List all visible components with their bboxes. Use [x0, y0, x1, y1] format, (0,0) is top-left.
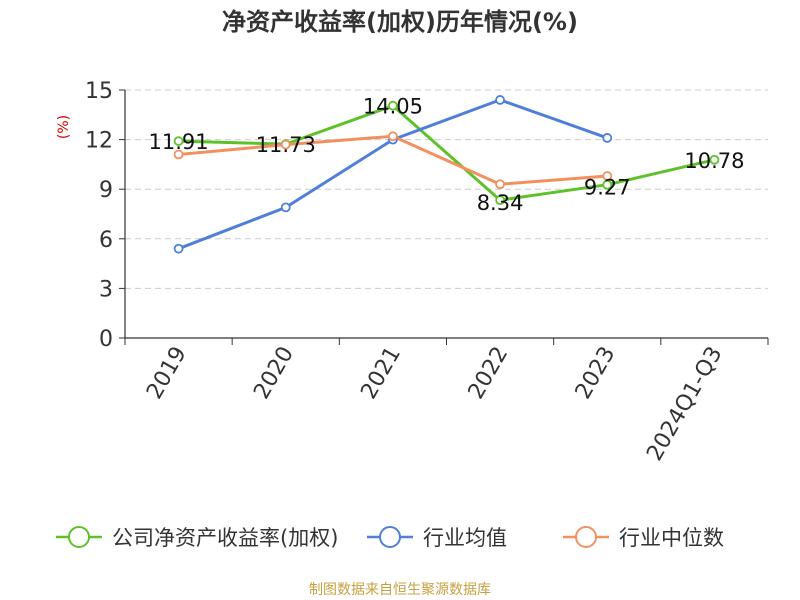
grid-lines	[125, 89, 768, 289]
y-tick-label: 15	[85, 79, 113, 104]
data-point	[388, 100, 398, 111]
series-points	[173, 95, 720, 254]
data-label: 11.73	[256, 133, 316, 157]
source-note: 制图数据来自恒生聚源数据库	[309, 582, 491, 598]
data-labels: 11.91 11.73 14.05 8.34 9.27 10.78	[149, 95, 745, 215]
data-point	[602, 133, 613, 143]
legend-label: 行业中位数	[619, 526, 724, 550]
data-point	[495, 195, 505, 206]
chart-title: 净资产收益率(加权)历年情况(%)	[222, 8, 578, 36]
legend-item: 行业中位数	[563, 526, 724, 550]
legend: 公司净资产收益率(加权) 行业均值 行业中位数	[56, 526, 724, 550]
series-lines	[178, 98, 715, 251]
data-point	[495, 95, 505, 105]
data-point	[495, 179, 505, 190]
legend-item: 行业均值	[367, 526, 507, 550]
y-tick-label: 3	[99, 277, 113, 302]
series-line-0	[178, 104, 715, 202]
data-point	[173, 243, 184, 254]
x-tick-label: 2020	[249, 343, 299, 404]
legend-label: 公司净资产收益率(加权)	[112, 526, 338, 550]
data-label: 9.27	[584, 176, 631, 200]
legend-marker	[68, 526, 90, 548]
legend-label: 行业均值	[423, 526, 507, 550]
y-tick-label: 9	[99, 178, 113, 203]
x-tick-label: 2022	[464, 343, 514, 404]
data-point	[709, 154, 720, 165]
axes: 0 3 6 9 12 15 2019 2020 2021 2022 2023 2024Q1-Q3	[85, 79, 769, 466]
x-tick-label: 2019	[142, 343, 192, 404]
data-label: 10.78	[684, 149, 744, 173]
y-tick-label: 12	[85, 129, 113, 154]
legend-marker	[575, 526, 597, 548]
data-point	[388, 131, 398, 142]
legend-marker	[379, 526, 401, 548]
series-line-1	[178, 98, 608, 251]
y-tick-label: 0	[99, 327, 113, 352]
y-tick-label: 6	[99, 228, 113, 253]
data-label: 11.91	[149, 130, 209, 154]
data-point	[173, 149, 184, 160]
x-tick-label: 2024Q1-Q3	[642, 343, 727, 466]
x-tick-label: 2023	[571, 343, 621, 404]
x-tick-label: 2021	[356, 343, 406, 404]
data-point	[280, 139, 291, 150]
data-point	[173, 136, 184, 146]
legend-item: 公司净资产收益率(加权)	[56, 526, 338, 550]
data-label: 14.05	[363, 95, 423, 119]
data-point	[280, 202, 291, 213]
y-axis-label: (%)	[56, 115, 72, 139]
data-point	[602, 171, 613, 181]
data-label: 8.34	[477, 191, 524, 215]
